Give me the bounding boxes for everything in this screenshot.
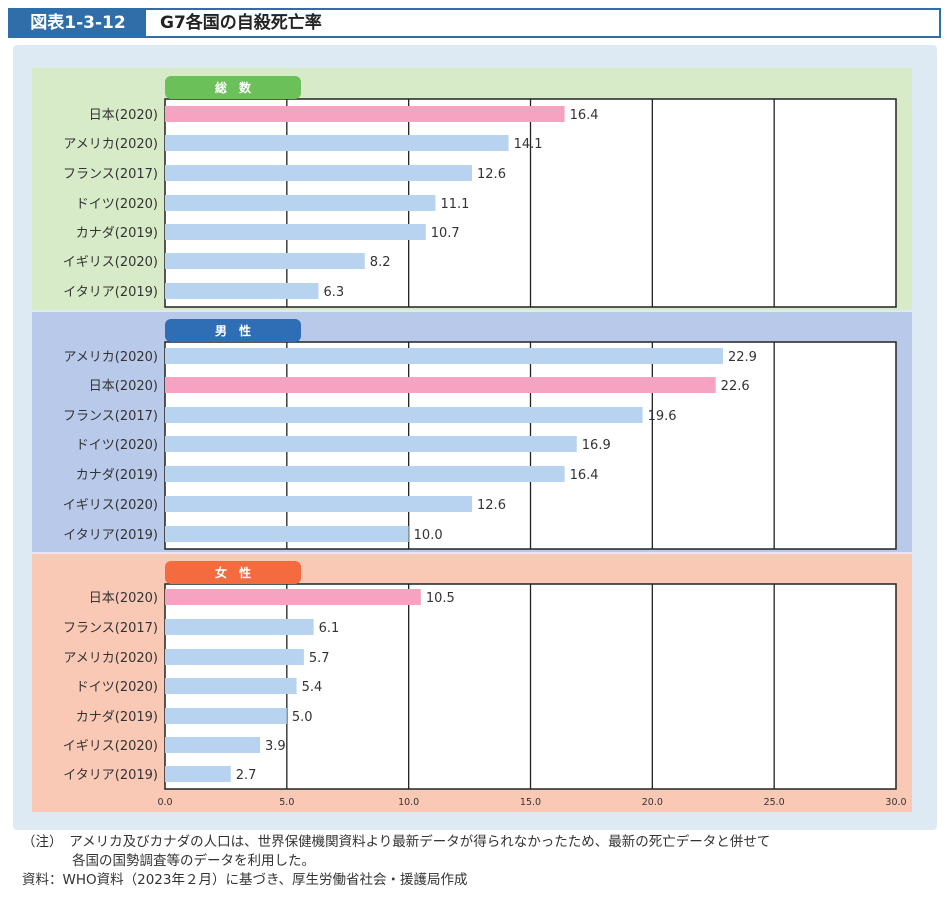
bar [165, 377, 716, 393]
value-label: 5.7 [309, 651, 330, 666]
category-label: カナダ(2019) [76, 226, 158, 241]
value-label: 6.1 [319, 621, 340, 636]
bar [165, 496, 473, 512]
note-line-2: 各国の国勢調査等のデータを利用した。 [72, 853, 315, 869]
category-label: カナダ(2019) [76, 710, 158, 725]
category-label: フランス(2017) [63, 621, 158, 636]
bar [165, 106, 565, 122]
category-label: アメリカ(2020) [63, 651, 158, 666]
panel-tab [165, 319, 301, 342]
bar [165, 589, 421, 605]
value-label: 12.6 [477, 498, 506, 513]
x-tick-label: 25.0 [764, 797, 785, 808]
bar [165, 436, 577, 452]
value-label: 3.9 [265, 739, 286, 754]
category-label: ドイツ(2020) [76, 438, 158, 453]
bar [165, 135, 509, 151]
bar [165, 253, 365, 269]
value-label: 10.0 [414, 528, 443, 543]
category-label: 日本(2020) [89, 108, 158, 123]
x-tick-label: 15.0 [520, 797, 541, 808]
category-label: 日本(2020) [89, 591, 158, 606]
value-label: 16.9 [582, 438, 611, 453]
value-label: 6.3 [324, 285, 345, 300]
bar [165, 224, 426, 240]
category-label: アメリカ(2020) [63, 350, 158, 365]
bar [165, 526, 409, 542]
bar [165, 407, 643, 423]
category-label: イギリス(2020) [63, 739, 158, 754]
category-label: フランス(2017) [63, 167, 158, 182]
panel-label: 男 性 [215, 323, 251, 338]
figure-title: G7各国の自殺死亡率 [160, 13, 322, 33]
bar [165, 649, 304, 665]
category-label: イタリア(2019) [63, 285, 158, 300]
category-label: フランス(2017) [63, 409, 158, 424]
value-label: 16.4 [570, 108, 599, 123]
bar [165, 165, 473, 181]
bar [165, 283, 319, 299]
value-label: 5.4 [302, 680, 323, 695]
panel-label: 総 数 [215, 80, 252, 95]
value-label: 2.7 [236, 768, 257, 783]
value-label: 22.9 [728, 350, 757, 365]
bar [165, 348, 723, 364]
bar [165, 619, 314, 635]
value-label: 10.7 [431, 226, 460, 241]
panel-tab [165, 561, 301, 584]
value-label: 12.6 [477, 167, 506, 182]
category-label: アメリカ(2020) [63, 137, 158, 152]
panel-tab [165, 76, 301, 99]
source-note: 資料：WHO資料（2023年２月）に基づき、厚生労働省社会・援護局作成 [22, 872, 468, 888]
category-label: イギリス(2020) [63, 255, 158, 270]
x-tick-label: 0.0 [157, 797, 172, 808]
x-tick-label: 10.0 [398, 797, 419, 808]
value-label: 16.4 [570, 468, 599, 483]
notes: （注） アメリカ及びカナダの人口は、世界保健機関資料より最新データが得られなかっ… [22, 833, 770, 890]
bar [165, 678, 297, 694]
value-label: 10.5 [426, 591, 455, 606]
x-tick-label: 20.0 [642, 797, 663, 808]
bar [165, 737, 261, 753]
x-tick-label: 30.0 [885, 797, 906, 808]
value-label: 22.6 [721, 379, 750, 394]
x-tick-label: 5.0 [279, 797, 294, 808]
value-label: 14.1 [514, 137, 543, 152]
figure-number: 図表1-3-12 [10, 10, 146, 36]
figure-header: 図表1-3-12 G7各国の自殺死亡率 [8, 8, 941, 38]
category-label: イギリス(2020) [63, 498, 158, 513]
value-label: 8.2 [370, 255, 391, 270]
bar [165, 195, 436, 211]
category-label: ドイツ(2020) [76, 197, 158, 212]
bar [165, 766, 231, 782]
category-label: カナダ(2019) [76, 468, 158, 483]
bar [165, 708, 287, 724]
category-label: 日本(2020) [89, 379, 158, 394]
value-label: 5.0 [292, 710, 313, 725]
panel-label: 女 性 [215, 565, 251, 580]
category-label: イタリア(2019) [63, 768, 158, 783]
value-label: 11.1 [440, 197, 469, 212]
category-label: ドイツ(2020) [76, 680, 158, 695]
note-line-1: （注） アメリカ及びカナダの人口は、世界保健機関資料より最新データが得られなかっ… [22, 834, 771, 850]
category-label: イタリア(2019) [63, 528, 158, 543]
value-label: 19.6 [648, 409, 677, 424]
bar [165, 466, 565, 482]
